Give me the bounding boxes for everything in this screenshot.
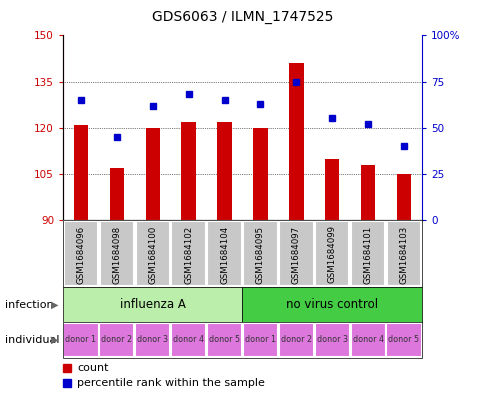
Bar [99,221,134,286]
Bar [253,128,267,220]
Bar [171,323,206,357]
Text: ▶: ▶ [51,335,58,345]
Text: GSM1684097: GSM1684097 [291,226,300,284]
Text: percentile rank within the sample: percentile rank within the sample [77,378,265,388]
Bar [74,125,88,220]
Text: GSM1684099: GSM1684099 [327,226,336,283]
Bar [314,221,349,286]
Bar [242,221,277,286]
Bar [109,168,124,220]
Text: donor 5: donor 5 [209,336,240,344]
Text: GSM1684102: GSM1684102 [184,226,193,284]
Text: GDS6063 / ILMN_1747525: GDS6063 / ILMN_1747525 [151,10,333,24]
Bar [288,63,303,220]
Bar [350,221,385,286]
Bar [386,221,421,286]
Text: GSM1684101: GSM1684101 [363,226,372,284]
Text: ▶: ▶ [51,299,58,310]
Text: GSM1684100: GSM1684100 [148,226,157,284]
Bar [242,323,277,357]
Bar [324,158,339,220]
Bar [135,323,170,357]
Text: infection: infection [5,299,53,310]
Text: GSM1684095: GSM1684095 [256,226,264,284]
Bar [278,221,313,286]
Text: influenza A: influenza A [120,298,185,311]
Bar [99,323,134,357]
Bar [171,221,206,286]
Text: GSM1684096: GSM1684096 [76,226,85,284]
Text: no virus control: no virus control [286,298,378,311]
Bar [207,323,242,357]
Text: donor 5: donor 5 [388,336,419,344]
Bar [386,323,421,357]
Text: donor 1: donor 1 [65,336,96,344]
Bar [63,323,98,357]
Text: donor 1: donor 1 [244,336,275,344]
Bar [135,221,170,286]
Bar [63,220,421,287]
Bar [396,174,410,220]
Text: donor 4: donor 4 [352,336,383,344]
Bar [63,287,242,322]
Bar [63,221,98,286]
Text: GSM1684098: GSM1684098 [112,226,121,284]
Bar [360,165,375,220]
Bar [242,287,421,322]
Bar [278,323,313,357]
Bar [145,128,160,220]
Text: donor 2: donor 2 [101,336,132,344]
Text: GSM1684103: GSM1684103 [399,226,408,284]
Bar [314,323,349,357]
Bar [207,221,242,286]
Text: individual: individual [5,335,59,345]
Text: count: count [77,362,109,373]
Text: donor 4: donor 4 [173,336,204,344]
Bar [350,323,385,357]
Bar [217,121,231,220]
Bar [181,121,196,220]
Text: donor 3: donor 3 [137,336,168,344]
Text: donor 2: donor 2 [280,336,311,344]
Text: GSM1684104: GSM1684104 [220,226,228,284]
Text: donor 3: donor 3 [316,336,347,344]
